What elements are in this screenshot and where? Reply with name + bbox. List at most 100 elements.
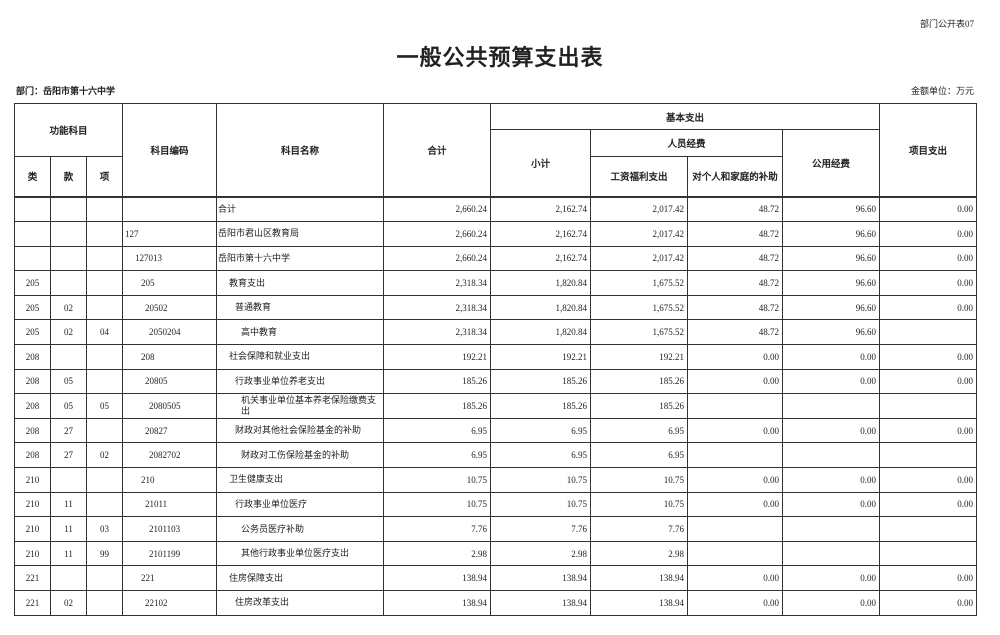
cell-subsidy: 0.00	[687, 565, 783, 591]
cell-code: 20805	[122, 368, 217, 395]
cell-total: 7.76	[383, 516, 491, 542]
cell-xiang: 04	[86, 319, 123, 346]
header-project: 项目支出	[879, 103, 977, 197]
cell-project: 0.00	[879, 467, 977, 493]
cell-total: 2.98	[383, 540, 491, 567]
header-code: 科目编码	[122, 103, 217, 197]
cell-subtotal: 192.21	[490, 344, 591, 370]
cell-kuan: 11	[50, 516, 87, 542]
cell-salary: 2,017.42	[590, 245, 688, 272]
cell-name: 普通教育	[216, 294, 384, 321]
cell-project: 0.00	[879, 368, 977, 395]
unit-label: 金额单位：万元	[910, 86, 974, 96]
table-row: 210 210 卫生健康支出 10.75 10.75 10.75 0.00 0.00 0.00	[14, 467, 977, 493]
table-row: 208 27 20827 财政对其他社会保险基金的补助 6.95 6.95 6.95 0.00…	[14, 417, 977, 444]
cell-total: 185.26	[383, 393, 491, 419]
cell-code: 2050204	[122, 319, 217, 346]
cell-public: 0.00	[782, 417, 880, 444]
cell-kuan	[50, 565, 87, 591]
cell-subsidy: 48.72	[687, 270, 783, 296]
table-row: 208 05 05 2080505 机关事业单位基本养老保险缴费支出 185.26 185.…	[14, 393, 977, 419]
cell-project: 0.00	[879, 491, 977, 518]
cell-subsidy: 0.00	[687, 417, 783, 444]
cell-subtotal: 2,162.74	[490, 221, 591, 247]
cell-public	[782, 516, 880, 542]
cell-subtotal: 138.94	[490, 565, 591, 591]
page-title: 一般公共预算支出表	[396, 45, 604, 70]
cell-salary: 185.26	[590, 368, 688, 395]
table-row: 221 02 22102 住房改革支出 138.94 138.94 138.94 0.00 0.…	[14, 590, 977, 616]
budget-table: 功能科目 科目编码 科目名称 合计 基本支出 项目支出 小计 人员经费 公用经费…	[14, 103, 977, 616]
header-function-subject: 功能科目	[14, 103, 123, 157]
cell-xiang	[86, 467, 123, 493]
cell-subtotal: 6.95	[490, 417, 591, 444]
cell-lei: 208	[14, 442, 51, 469]
cell-public: 0.00	[782, 344, 880, 370]
cell-salary: 10.75	[590, 467, 688, 493]
cell-kuan: 11	[50, 540, 87, 567]
cell-xiang	[86, 270, 123, 296]
cell-public: 96.60	[782, 270, 880, 296]
cell-subtotal: 10.75	[490, 467, 591, 493]
cell-name: 行政事业单位养老支出	[216, 368, 384, 395]
cell-code: 205	[122, 270, 217, 296]
cell-subsidy: 48.72	[687, 294, 783, 321]
cell-code: 21011	[122, 491, 217, 518]
cell-lei: 208	[14, 417, 51, 444]
cell-kuan	[50, 221, 87, 247]
cell-total: 10.75	[383, 491, 491, 518]
cell-lei: 205	[14, 270, 51, 296]
cell-kuan: 02	[50, 294, 87, 321]
cell-xiang	[86, 195, 123, 223]
cell-code: 210	[122, 467, 217, 493]
cell-xiang	[86, 344, 123, 370]
header-public: 公用经费	[782, 129, 880, 197]
cell-project	[879, 442, 977, 469]
table-row: 221 221 住房保障支出 138.94 138.94 138.94 0.00 0.00 0.…	[14, 565, 977, 591]
cell-lei: 208	[14, 344, 51, 370]
table-row: 205 205 教育支出 2,318.34 1,820.84 1,675.52 48.72 9…	[14, 270, 977, 296]
cell-kuan	[50, 344, 87, 370]
header-xiang: 项	[86, 156, 123, 197]
cell-subsidy: 0.00	[687, 344, 783, 370]
table-row: 210 11 99 2101199 其他行政事业单位医疗支出 2.98 2.98 2.98	[14, 540, 977, 567]
cell-lei	[14, 195, 51, 223]
header-subsidy: 对个人和家庭的补助	[687, 156, 783, 197]
cell-xiang	[86, 221, 123, 247]
cell-xiang: 05	[86, 393, 123, 419]
cell-subtotal: 2,162.74	[490, 245, 591, 272]
cell-total: 2,318.34	[383, 294, 491, 321]
cell-total: 2,660.24	[383, 245, 491, 272]
cell-kuan	[50, 270, 87, 296]
cell-subsidy: 0.00	[687, 368, 783, 395]
cell-total: 2,318.34	[383, 270, 491, 296]
cell-total: 2,660.24	[383, 195, 491, 223]
header-name: 科目名称	[216, 103, 384, 197]
cell-salary: 2,017.42	[590, 221, 688, 247]
cell-salary: 185.26	[590, 393, 688, 419]
cell-code: 208	[122, 344, 217, 370]
cell-subsidy: 48.72	[687, 319, 783, 346]
table-row: 127013 岳阳市第十六中学 2,660.24 2,162.74 2,017.42 48…	[14, 245, 977, 272]
cell-subtotal: 6.95	[490, 442, 591, 469]
header-salary: 工资福利支出	[590, 156, 688, 197]
cell-lei: 210	[14, 540, 51, 567]
cell-kuan: 27	[50, 442, 87, 469]
cell-subsidy: 0.00	[687, 491, 783, 518]
cell-public: 0.00	[782, 467, 880, 493]
cell-code: 20502	[122, 294, 217, 321]
cell-xiang	[86, 294, 123, 321]
cell-subtotal: 185.26	[490, 368, 591, 395]
cell-name: 机关事业单位基本养老保险缴费支出	[216, 393, 384, 419]
cell-public: 0.00	[782, 590, 880, 616]
cell-salary: 2,017.42	[590, 195, 688, 223]
table-row: 210 11 03 2101103 公务员医疗补助 7.76 7.76 7.76	[14, 516, 977, 542]
cell-total: 2,318.34	[383, 319, 491, 346]
cell-lei: 210	[14, 467, 51, 493]
cell-project: 0.00	[879, 417, 977, 444]
cell-xiang	[86, 491, 123, 518]
cell-project: 0.00	[879, 270, 977, 296]
cell-project	[879, 393, 977, 419]
cell-project: 0.00	[879, 565, 977, 591]
cell-subtotal: 138.94	[490, 590, 591, 616]
